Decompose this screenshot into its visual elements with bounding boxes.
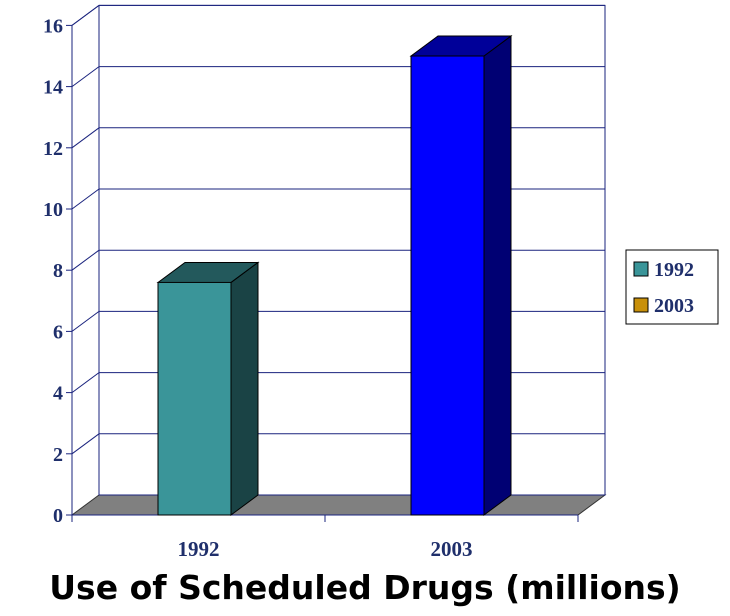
bar-2003-side bbox=[483, 35, 512, 516]
gridline-diag-2 bbox=[71, 433, 100, 455]
legend-label-2003: 2003 bbox=[654, 295, 694, 317]
gridline-diag-10 bbox=[71, 188, 100, 210]
x-tick-label-1992: 1992 bbox=[178, 537, 220, 561]
gridline-diag-12 bbox=[71, 127, 100, 149]
bars bbox=[156, 35, 513, 516]
chart-title: Use of Scheduled Drugs (millions) bbox=[49, 568, 681, 607]
y-tick-label-10: 10 bbox=[43, 199, 63, 221]
axes bbox=[66, 4, 579, 522]
chart-floor-plane bbox=[70, 494, 607, 516]
legend: 1992 2003 bbox=[625, 249, 719, 325]
gridline-diag-6 bbox=[71, 310, 100, 332]
axis-labels: 0 2 4 6 8 10 12 14 16 1992 2003 bbox=[43, 15, 473, 561]
y-tick-label-8: 8 bbox=[53, 260, 63, 282]
y-tick-label-4: 4 bbox=[53, 383, 63, 405]
bar-2003 bbox=[410, 55, 485, 516]
gridline-diag-8 bbox=[71, 249, 100, 271]
y-tick-label-16: 16 bbox=[43, 15, 63, 37]
legend-swatch-1992 bbox=[633, 261, 649, 277]
x-tick-label-2003: 2003 bbox=[431, 537, 473, 561]
y-tick-label-6: 6 bbox=[53, 321, 63, 343]
legend-swatch-2003 bbox=[633, 297, 649, 313]
y-tick-label-0: 0 bbox=[53, 505, 63, 527]
y-tick-label-2: 2 bbox=[53, 444, 63, 466]
gridline-diag-4 bbox=[71, 372, 100, 394]
y-tick-label-12: 12 bbox=[43, 138, 63, 160]
bar-1992 bbox=[157, 281, 232, 516]
chart: 0 2 4 6 8 10 12 14 16 1992 2003 1992 2003 bbox=[43, 4, 719, 561]
chart-floor bbox=[70, 494, 607, 516]
y-tick-label-14: 14 bbox=[43, 77, 63, 99]
bar-1992-side bbox=[230, 261, 259, 516]
y-axis-top-edge bbox=[71, 4, 100, 26]
gridline-diag-14 bbox=[71, 66, 100, 88]
gridlines bbox=[71, 4, 606, 496]
legend-label-1992: 1992 bbox=[654, 259, 694, 281]
